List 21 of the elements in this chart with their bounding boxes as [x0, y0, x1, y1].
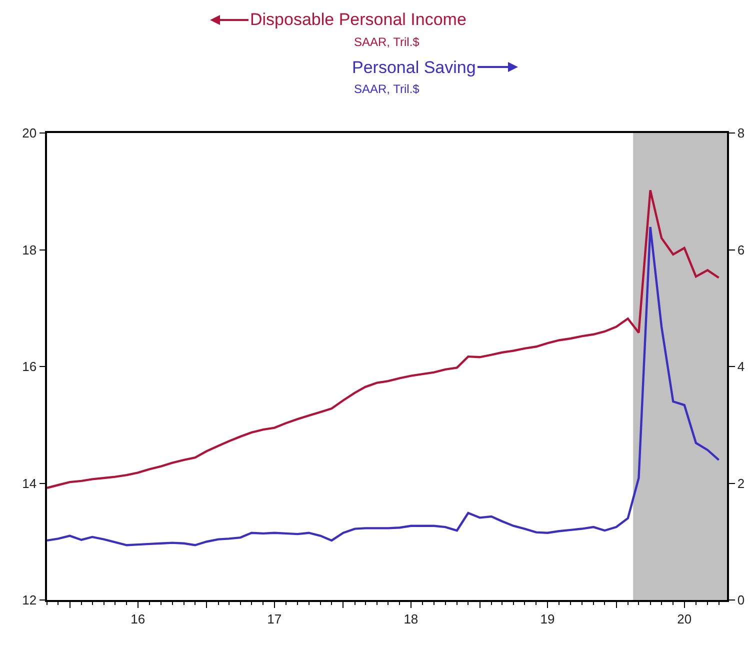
y-tick-label: 12 [22, 592, 37, 608]
text: SAAR, Tril.$ [354, 82, 420, 96]
y2-tick-label: 6 [737, 242, 745, 258]
x-tick-label: 17 [267, 611, 282, 626]
y2-tick-label: 4 [737, 359, 745, 374]
y-tick-label: 18 [22, 242, 37, 258]
text: Personal Saving [352, 58, 476, 77]
line-series [47, 226, 720, 546]
legend-label: Disposable Personal Income [250, 10, 466, 29]
text: SAAR, Tril.$ [354, 35, 420, 49]
x-tick-label: 16 [130, 611, 146, 626]
x-tick-label: 18 [404, 611, 418, 626]
y-tick-label: 14 [22, 476, 37, 491]
y2-tick-label: 2 [737, 476, 745, 491]
y2-tick-label: 0 [737, 592, 745, 608]
x-tick-label: 19 [540, 611, 555, 626]
y-tick-label: 16 [22, 359, 37, 374]
y-tick-label: 20 [22, 126, 37, 141]
line-series [47, 189, 720, 490]
y2-tick-label: 8 [737, 126, 745, 141]
x-tick-label: 20 [677, 611, 692, 626]
